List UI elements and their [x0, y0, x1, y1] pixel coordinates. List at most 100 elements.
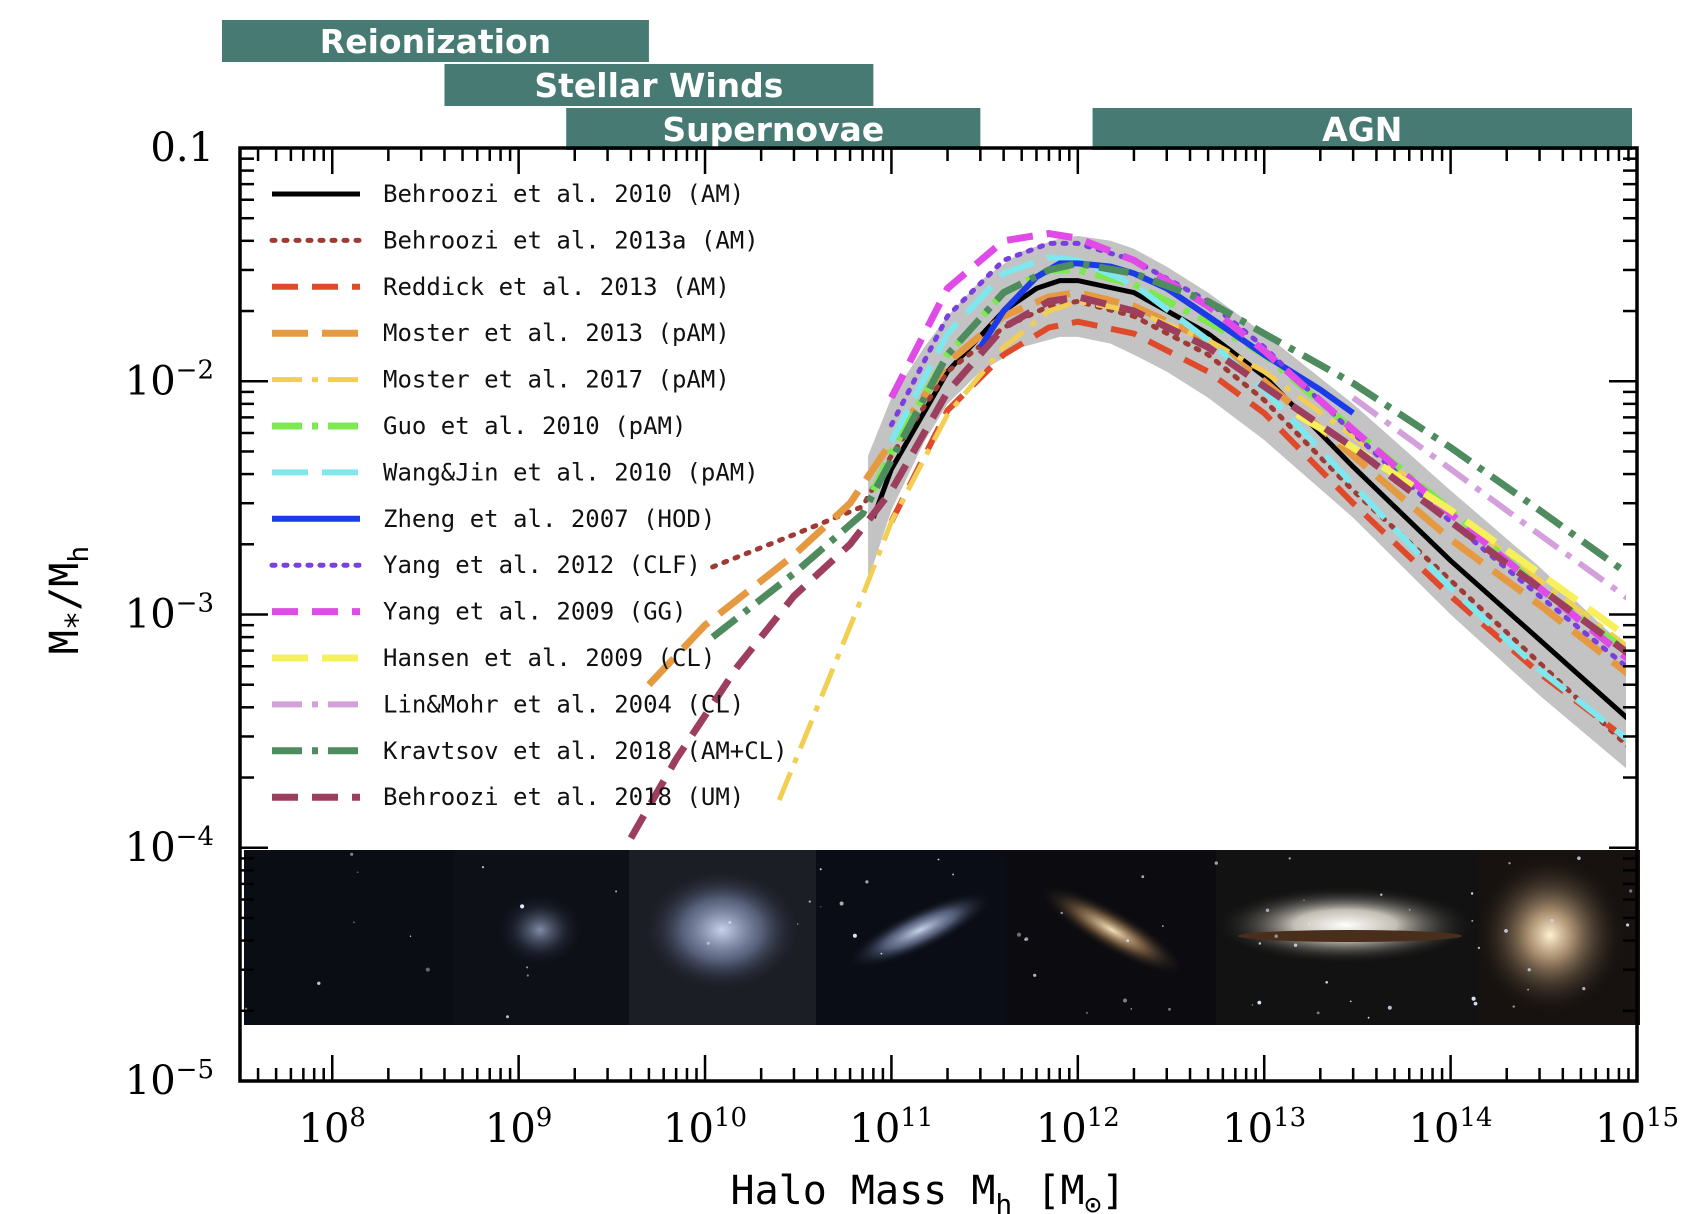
- star: [615, 890, 618, 893]
- legend-entry-11: Lin&Mohr et al. 2004 (CL): [383, 690, 744, 718]
- legend-entry-1: Behroozi et al. 2013a (AM): [383, 226, 759, 254]
- star: [937, 858, 940, 861]
- series-line-10: [1295, 411, 1626, 640]
- star: [1258, 942, 1262, 945]
- y-axis-title: M*/Mh: [42, 546, 96, 654]
- star: [1471, 996, 1476, 1001]
- star: [356, 871, 359, 873]
- legend-entry-6: Wang&Jin et al. 2010 (pAM): [383, 458, 759, 486]
- x-tick-label-4: 1012: [1036, 1103, 1120, 1152]
- star: [1577, 856, 1581, 860]
- x-tick-label-7: 1015: [1595, 1103, 1679, 1152]
- star: [526, 974, 529, 977]
- legend-entry-7: Zheng et al. 2007 (HOD): [383, 505, 715, 533]
- galaxy-image-strip: [244, 850, 1640, 1025]
- series-line-6: [888, 254, 1626, 743]
- y-tick-label-1: 10−2: [125, 355, 214, 404]
- band-label-3: AGN: [1322, 110, 1402, 149]
- star: [1316, 1011, 1320, 1015]
- star: [1325, 981, 1328, 984]
- axis-ticks: [240, 146, 1639, 1083]
- series-line-12: [710, 259, 1626, 640]
- star: [1168, 1007, 1171, 1011]
- star: [728, 921, 732, 924]
- star: [1162, 925, 1164, 927]
- star: [1527, 968, 1531, 972]
- series-line-2: [888, 318, 1626, 743]
- star: [425, 967, 430, 972]
- y-tick-label-0: 0.1: [150, 125, 214, 171]
- star: [1408, 908, 1411, 911]
- galaxy-spiral-image: [848, 892, 992, 968]
- star: [1214, 861, 1219, 865]
- legend-entry-5: Guo et al. 2010 (pAM): [383, 412, 686, 440]
- background-stars: [245, 852, 1633, 1019]
- star: [1126, 939, 1130, 943]
- star: [1473, 1001, 1478, 1006]
- star: [1367, 1016, 1370, 1019]
- galaxy-sombrero-dustlane: [1238, 930, 1462, 942]
- band-2: [566, 108, 981, 150]
- series-line-13: [627, 293, 1626, 840]
- band-0: [222, 20, 649, 62]
- star: [1629, 889, 1633, 893]
- star: [317, 981, 321, 985]
- star: [706, 941, 710, 945]
- y-tick-label-4: 10−5: [125, 1055, 214, 1104]
- series-line-0: [871, 278, 1626, 721]
- star: [1141, 875, 1145, 879]
- series-lines: [627, 229, 1626, 840]
- x-tick-label-5: 1013: [1222, 1103, 1306, 1152]
- galaxy-panel-1: [244, 850, 454, 1025]
- star: [1349, 1000, 1352, 1003]
- series-line-9: [888, 229, 1626, 662]
- y-tick-label-3: 10−4: [125, 822, 214, 871]
- series-line-3: [646, 289, 1626, 688]
- legend-entry-12: Kravtsov et al. 2018 (AM+CL): [383, 737, 788, 765]
- galaxy-irregular-image: [642, 868, 802, 992]
- series-line-11: [1351, 395, 1626, 601]
- x-tick-label-6: 1014: [1409, 1103, 1493, 1152]
- star: [820, 906, 822, 908]
- star: [1471, 919, 1474, 922]
- legend-entry-10: Hansen et al. 2009 (CL): [383, 644, 715, 672]
- x-tick-label-1: 109: [485, 1103, 552, 1152]
- band-1: [444, 64, 874, 106]
- galaxy-sombrero-image: [1217, 887, 1473, 963]
- star: [1265, 908, 1270, 912]
- series-line-5: [870, 266, 1626, 655]
- star: [1016, 932, 1022, 937]
- star: [1033, 973, 1037, 977]
- legend-entry-4: Moster et al. 2017 (pAM): [383, 366, 730, 394]
- star: [1504, 929, 1508, 933]
- star: [819, 868, 822, 871]
- band-label-2: Supernovae: [662, 110, 884, 149]
- galaxy-elliptical-image: [1475, 855, 1625, 1015]
- x-tick-label-3: 1011: [849, 1103, 933, 1152]
- star: [952, 873, 955, 876]
- star: [526, 966, 529, 969]
- star: [796, 923, 799, 925]
- legend-entry-9: Yang et al. 2009 (GG): [383, 598, 686, 626]
- star: [1512, 1005, 1515, 1008]
- star: [1293, 943, 1298, 947]
- star: [1086, 1011, 1088, 1014]
- star: [1380, 893, 1383, 896]
- star: [1024, 937, 1029, 941]
- legend-entry-0: Behroozi et al. 2010 (AM): [383, 180, 744, 208]
- feedback-bands: Reionization Stellar Winds Supernovae AGN: [222, 20, 1632, 150]
- legend-entry-13: Behroozi et al. 2018 (UM): [383, 783, 744, 811]
- series-line-4: [776, 298, 1626, 802]
- y-tick-label-2: 10−3: [125, 589, 214, 638]
- x-tick-label-2: 1010: [663, 1103, 747, 1152]
- star: [1308, 923, 1311, 926]
- star: [1477, 946, 1481, 950]
- galaxy-andromeda-image: [1040, 885, 1184, 975]
- star: [481, 866, 485, 869]
- star: [808, 900, 811, 903]
- star: [1123, 998, 1127, 1003]
- star: [1303, 899, 1305, 901]
- legend-entry-3: Moster et al. 2013 (pAM): [383, 319, 730, 347]
- x-axis-title: Halo Mass Mh [M⊙]: [731, 1168, 1126, 1214]
- uncertainty-band-area: [868, 235, 1626, 769]
